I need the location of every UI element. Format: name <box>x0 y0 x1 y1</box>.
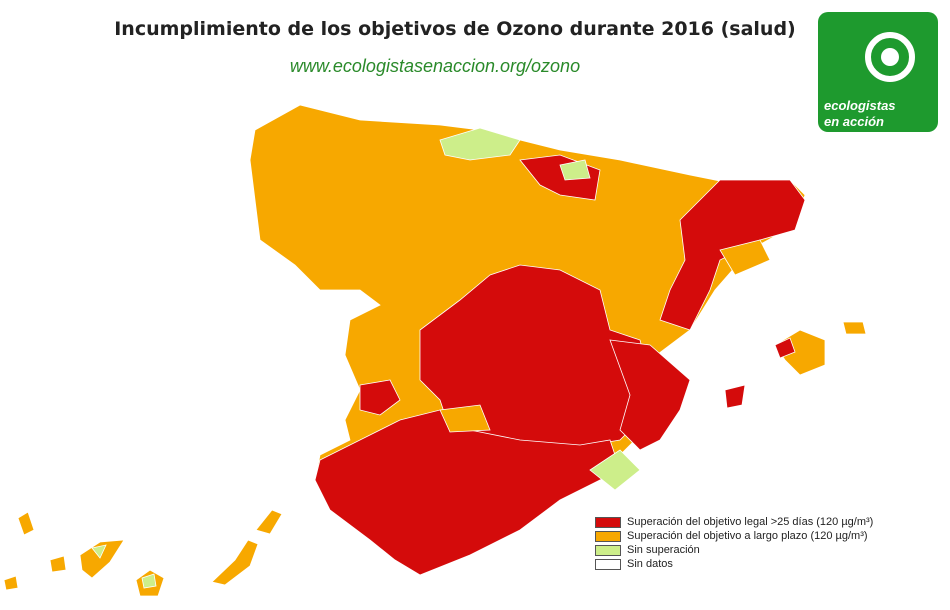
region <box>439 404 491 433</box>
title: Incumplimiento de los objetivos de Ozono… <box>114 18 796 40</box>
region <box>439 127 521 161</box>
region <box>659 179 806 331</box>
url[interactable]: www.ecologistasenaccion.org/ozono <box>289 56 581 76</box>
region <box>359 379 401 416</box>
logo: ecologistas en acción <box>818 12 938 132</box>
region <box>3 575 19 591</box>
legend-item: Superación del objetivo legal >25 días (… <box>595 515 873 529</box>
legend-swatch <box>595 530 621 542</box>
canary-islands <box>3 509 283 597</box>
legend-label: Superación del objetivo legal >25 días (… <box>627 516 874 528</box>
legend-swatch <box>595 544 621 556</box>
region <box>79 539 125 579</box>
region <box>255 509 283 535</box>
region <box>724 384 746 409</box>
legend-item: Sin superación <box>595 543 873 557</box>
legend-item: Superación del objetivo a largo plazo (1… <box>595 529 873 543</box>
legend-label: Sin superación <box>627 544 700 556</box>
legend-label: Sin datos <box>627 558 673 570</box>
region <box>49 555 67 573</box>
region <box>589 449 641 491</box>
logo-text: en acción <box>824 114 884 129</box>
legend: Superación del objetivo legal >25 días (… <box>595 515 874 571</box>
region <box>211 539 259 586</box>
region <box>719 239 771 276</box>
region <box>91 544 107 559</box>
legend-label: Superación del objetivo a largo plazo (1… <box>627 530 868 542</box>
region <box>141 573 157 589</box>
logo-text: ecologistas <box>824 98 896 113</box>
logo-icon <box>865 32 915 82</box>
logo-sun <box>865 32 915 82</box>
balearic-islands <box>724 321 867 409</box>
region <box>774 337 796 359</box>
logo-sun-core <box>881 48 899 66</box>
region <box>609 339 691 451</box>
region <box>842 321 867 335</box>
spain <box>249 104 806 576</box>
legend-swatch <box>595 558 621 570</box>
region <box>17 511 35 536</box>
region <box>559 159 591 181</box>
legend-item: Sin datos <box>595 557 873 571</box>
legend-swatch <box>595 516 621 528</box>
